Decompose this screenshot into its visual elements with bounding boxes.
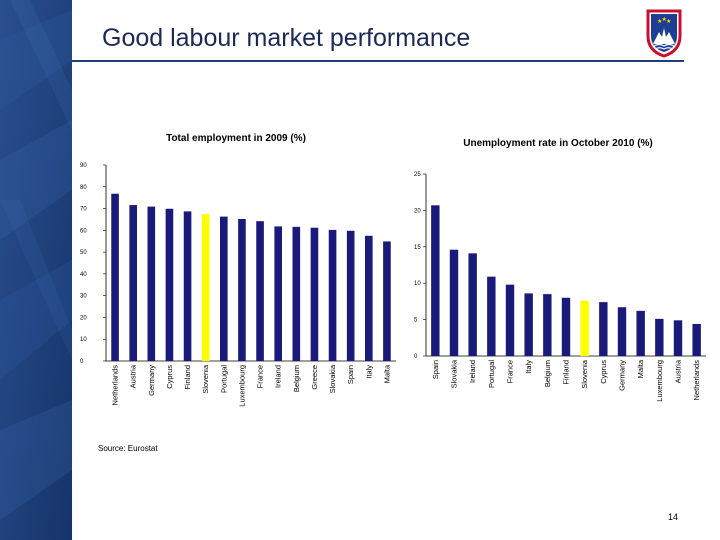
bar-spain xyxy=(431,205,440,356)
y-tick-label: 70 xyxy=(80,207,87,213)
unemployment-chart: Unemployment rate in October 2010 (%) 0 5 1… xyxy=(414,138,706,402)
y-tick-label: 30 xyxy=(80,294,87,300)
category-label: Finland xyxy=(562,360,571,385)
y-tick-label: 5 xyxy=(414,318,418,324)
bar-slovakia xyxy=(328,229,337,361)
y-tick-label: 10 xyxy=(414,281,421,287)
category-label: Luxembourg xyxy=(237,365,246,407)
y-tick-label: 20 xyxy=(414,208,421,214)
y-tick-label: 20 xyxy=(80,315,87,321)
y-tick-label: 60 xyxy=(80,228,87,234)
bar-france xyxy=(505,284,515,356)
bar-ireland xyxy=(274,226,282,361)
category-label: Italy xyxy=(524,360,533,374)
category-label: Spain xyxy=(346,365,355,384)
category-label: Ireland xyxy=(468,360,477,383)
y-tick-label: 90 xyxy=(80,163,87,169)
category-label: Finland xyxy=(183,365,192,390)
bar-portugal xyxy=(220,216,228,361)
category-label: Germany xyxy=(618,360,627,391)
y-tick-label: 10 xyxy=(80,337,87,343)
bar-belgium xyxy=(292,226,301,361)
y-tick-label: 50 xyxy=(80,250,87,256)
category-label: Luxembourg xyxy=(655,360,664,402)
category-label: Spain xyxy=(431,360,440,379)
category-label: France xyxy=(506,360,515,383)
y-tick-label: 0 xyxy=(414,354,418,360)
category-label: Netherlands xyxy=(111,365,120,406)
category-label: Slovenia xyxy=(201,364,210,394)
slide-title: Good labour market performance xyxy=(102,24,471,52)
svg-text:★: ★ xyxy=(666,18,671,25)
y-tick-label: 80 xyxy=(80,185,87,191)
bar-france xyxy=(256,221,264,361)
bar-spain xyxy=(346,230,355,361)
category-label: Malta xyxy=(382,364,391,383)
category-label: Slovenia xyxy=(580,359,589,389)
bar-ireland xyxy=(468,253,477,356)
bar-belgium xyxy=(543,294,552,356)
chart-title: Unemployment rate in October 2010 (%) xyxy=(463,138,653,149)
bar-slovenia xyxy=(201,214,210,361)
svg-text:★: ★ xyxy=(662,16,667,23)
source-note: Source: Eurostat xyxy=(98,444,158,453)
employment-chart: Total employment in 2009 (%) 0 10 20 30 40 50 6… xyxy=(80,133,396,407)
category-label: Portugal xyxy=(219,365,228,393)
y-tick-label: 40 xyxy=(80,272,87,278)
bar-cyprus xyxy=(165,208,174,361)
bar-germany xyxy=(147,206,156,361)
category-label: Greece xyxy=(310,365,319,390)
bar-greece xyxy=(310,227,319,361)
bar-malta xyxy=(383,241,391,361)
category-label: Cyprus xyxy=(165,365,174,389)
bar-slovakia xyxy=(449,249,459,356)
bar-portugal xyxy=(487,276,496,356)
category-label: Austria xyxy=(674,359,683,383)
category-label: Belgium xyxy=(292,365,301,392)
bar-netherlands xyxy=(111,193,119,361)
bar-malta xyxy=(636,310,645,356)
bar-italy xyxy=(365,235,373,361)
bar-italy xyxy=(524,293,533,356)
sidebar-decoration xyxy=(0,0,72,540)
bar-cyprus xyxy=(599,302,608,356)
bar-finland xyxy=(561,297,571,356)
bar-luxembourg xyxy=(238,219,246,361)
category-label: France xyxy=(256,365,265,388)
category-label: Slovakia xyxy=(450,359,459,388)
page-number: 14 xyxy=(668,512,679,522)
bar-germany xyxy=(617,307,627,356)
bar-finland xyxy=(183,211,192,361)
bar-netherlands xyxy=(692,323,701,356)
slovenia-coat-of-arms-icon: ★ ★ ★ xyxy=(645,8,683,58)
title-divider xyxy=(72,60,684,62)
svg-text:★: ★ xyxy=(657,18,662,25)
category-label: Cyprus xyxy=(599,360,608,384)
y-tick-label: 25 xyxy=(414,172,421,178)
category-label: Ireland xyxy=(274,365,283,388)
bar-austria xyxy=(673,320,683,356)
category-label: Slovakia xyxy=(328,364,337,393)
category-label: Belgium xyxy=(543,360,552,387)
chart-title: Total employment in 2009 (%) xyxy=(166,133,306,144)
category-label: Malta xyxy=(636,359,645,378)
category-label: Portugal xyxy=(487,360,496,388)
category-label: Germany xyxy=(147,365,156,396)
y-tick-label: 15 xyxy=(414,245,421,251)
bar-austria xyxy=(129,205,137,361)
sidebar-pattern xyxy=(0,0,72,540)
category-label: Netherlands xyxy=(692,360,701,401)
category-label: Italy xyxy=(364,365,373,379)
bar-slovenia xyxy=(580,300,589,356)
bar-luxembourg xyxy=(655,318,664,356)
category-label: Austria xyxy=(129,364,138,388)
y-tick-label: 0 xyxy=(80,359,84,365)
